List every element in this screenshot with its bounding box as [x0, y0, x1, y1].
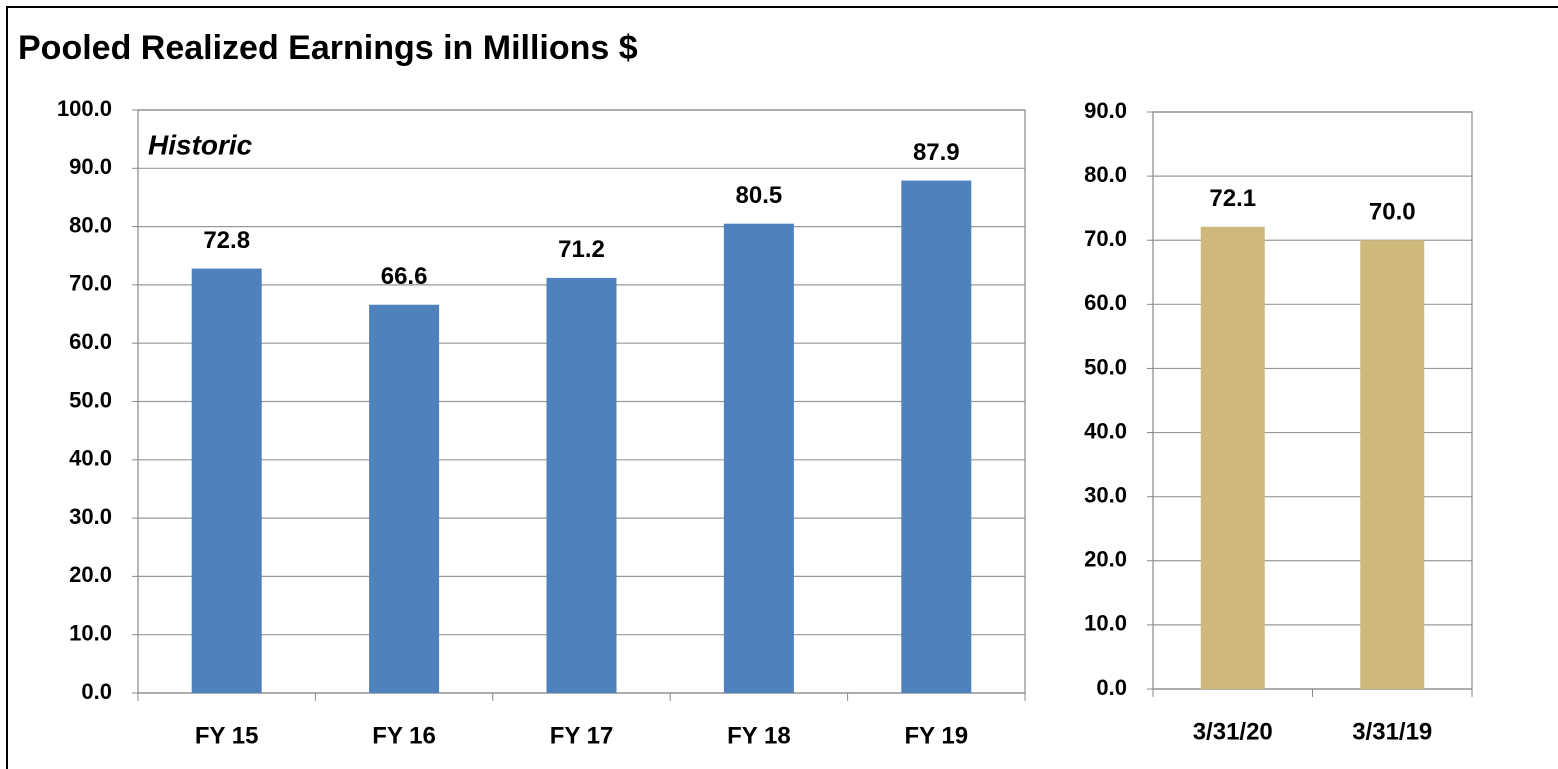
value-label: 72.8: [203, 227, 250, 254]
y-tick-label: 60.0: [1084, 290, 1127, 315]
y-tick-label: 90.0: [69, 154, 112, 179]
bar: [191, 268, 262, 693]
value-label: 87.9: [913, 139, 960, 166]
bar: [723, 223, 794, 693]
value-label: 71.2: [558, 236, 605, 263]
x-tick-label: FY 19: [904, 722, 968, 749]
y-tick-label: 10.0: [69, 621, 112, 646]
y-tick-label: 20.0: [1084, 547, 1127, 572]
y-tick-label: 60.0: [69, 329, 112, 354]
bar: [546, 277, 617, 693]
x-tick-label: 3/31/19: [1352, 718, 1432, 745]
bar: [901, 180, 972, 694]
x-tick-label: FY 16: [372, 722, 436, 749]
y-tick-label: 30.0: [1084, 482, 1127, 507]
chart-title: Pooled Realized Earnings in Millions $: [18, 29, 638, 67]
x-tick-label: FY 17: [550, 722, 614, 749]
value-label: 70.0: [1369, 199, 1416, 226]
bar: [1360, 240, 1425, 689]
y-tick-label: 70.0: [1084, 226, 1127, 251]
y-tick-label: 100.0: [57, 96, 112, 121]
y-tick-label: 80.0: [69, 212, 112, 237]
y-tick-label: 0.0: [1096, 675, 1127, 700]
annotation: Historic: [148, 129, 253, 160]
y-tick-label: 10.0: [1084, 611, 1127, 636]
y-tick-label: 30.0: [69, 504, 112, 529]
y-tick-label: 50.0: [69, 387, 112, 412]
x-tick-label: 3/31/20: [1193, 718, 1273, 745]
y-tick-label: 20.0: [69, 562, 112, 587]
y-tick-label: 40.0: [69, 446, 112, 471]
y-tick-label: 50.0: [1084, 354, 1127, 379]
x-tick-label: FY 15: [195, 722, 259, 749]
y-tick-label: 0.0: [81, 679, 112, 704]
y-tick-label: 90.0: [1084, 98, 1127, 123]
x-tick-label: FY 18: [727, 722, 791, 749]
value-label: 66.6: [381, 263, 428, 290]
y-tick-label: 40.0: [1084, 418, 1127, 443]
y-tick-label: 80.0: [1084, 162, 1127, 187]
value-label: 80.5: [736, 182, 783, 209]
bar: [1200, 226, 1265, 689]
y-tick-label: 70.0: [69, 271, 112, 296]
bar: [369, 304, 440, 693]
value-label: 72.1: [1209, 185, 1256, 212]
